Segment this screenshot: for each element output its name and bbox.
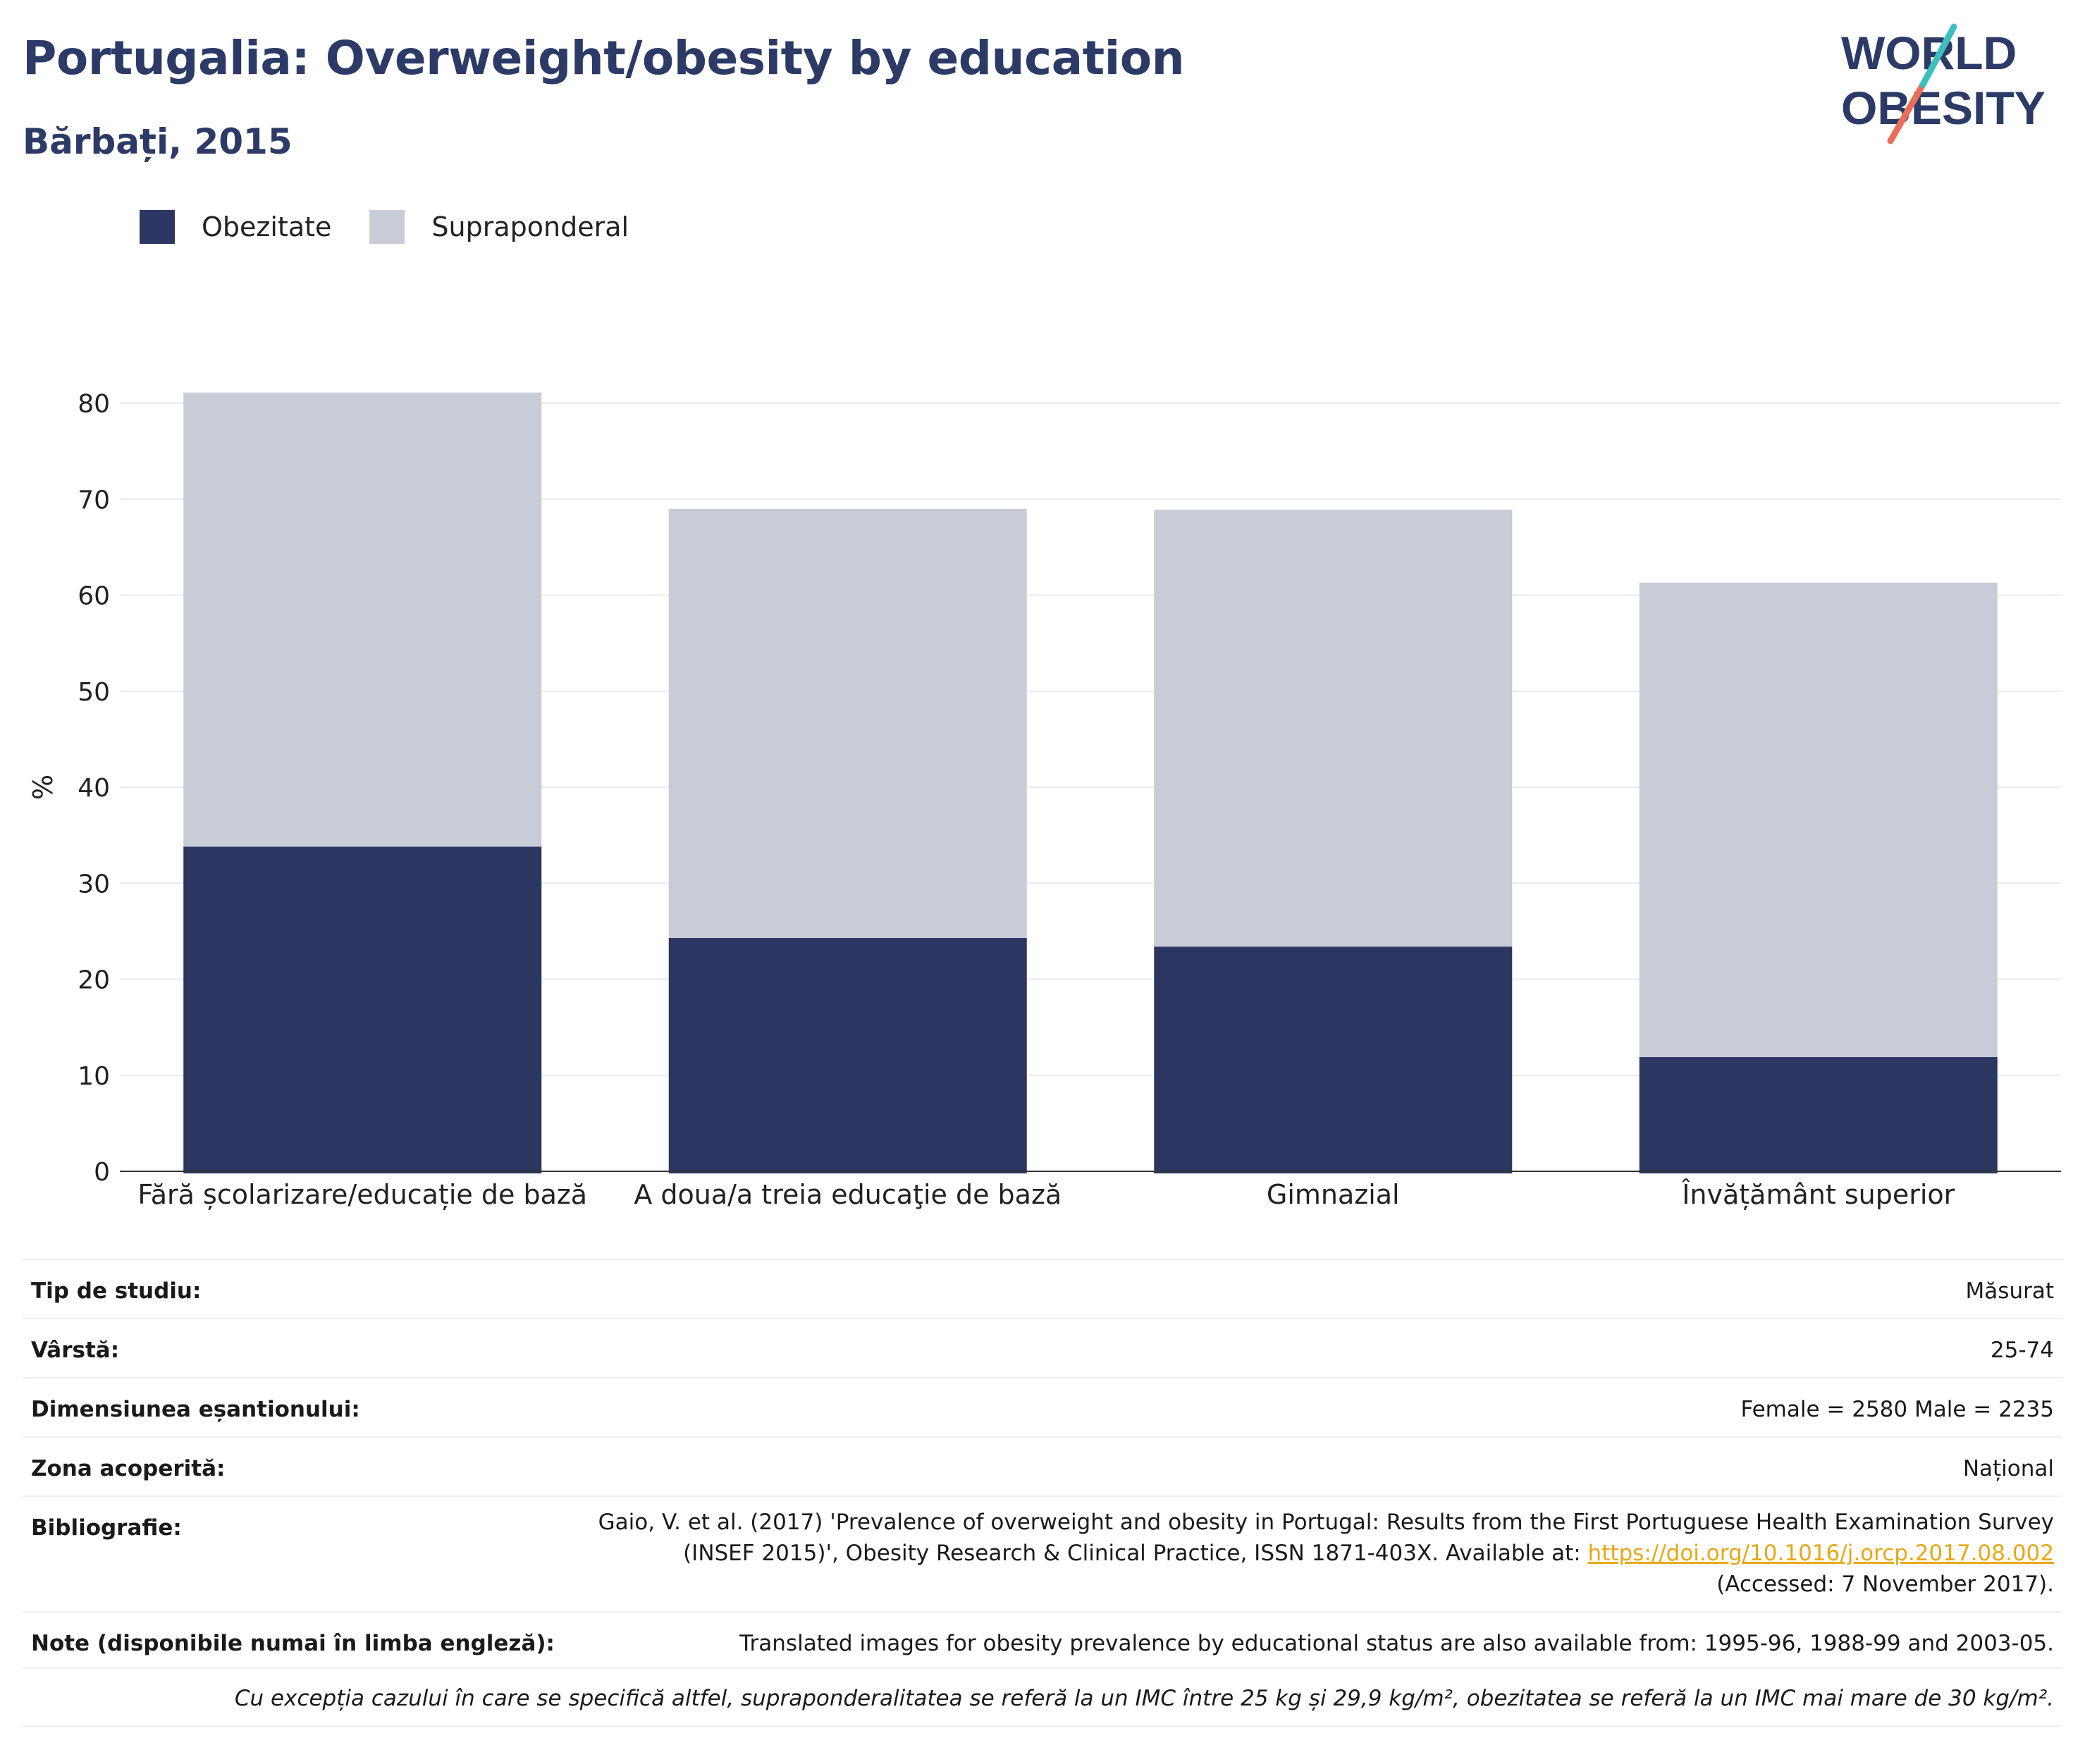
- legend-item-overweight[interactable]: Supraponderal: [369, 210, 629, 244]
- bar-overweight: [183, 393, 542, 847]
- y-tick-label: 0: [94, 1158, 110, 1187]
- biblio-doi-link[interactable]: https://doi.org/10.1016/j.orcp.2017.08.0…: [1587, 1541, 2054, 1566]
- biblio-line-3: (Accessed: 7 November 2017).: [1716, 1572, 2054, 1597]
- bar-obesity: [668, 937, 1027, 1173]
- logo-slash-teal: [1919, 23, 1957, 88]
- y-tick-label: 60: [78, 582, 110, 611]
- logo-text-obesity: OBESITY: [1841, 82, 2046, 134]
- info-label: Bibliografie:: [31, 1515, 182, 1541]
- y-axis-label: %: [27, 775, 59, 800]
- info-row-study-type: Tip de studiu: Măsurat: [23, 1259, 2062, 1318]
- info-value: Gaio, V. et al. (2017) 'Prevalence of ov…: [598, 1497, 2054, 1600]
- biblio-line-2: (INSEF 2015)', Obesity Research & Clinic…: [683, 1541, 1581, 1566]
- x-tick-label: Fără școlarizare/educație de bază: [137, 1179, 587, 1210]
- info-label: Zona acoperită:: [31, 1456, 226, 1481]
- x-tick-label: Gimnazial: [1267, 1179, 1400, 1210]
- info-table: Tip de studiu: Măsurat Vârstă: 25-74 Dim…: [23, 1259, 2062, 1727]
- page-title: Portugalia: Overweight/obesity by educat…: [23, 31, 1185, 85]
- info-row-sample-size: Dimensiunea eșantionului: Female = 2580 …: [23, 1377, 2062, 1436]
- info-label: Vârstă:: [31, 1338, 120, 1363]
- bar-obesity: [1639, 1056, 1998, 1173]
- bar-overweight: [1639, 582, 1998, 1057]
- y-tick-label: 50: [78, 678, 110, 707]
- info-label: Tip de studiu:: [31, 1278, 202, 1304]
- bar-obesity: [183, 846, 542, 1173]
- bar-chart: 0 10 20 30 40 50 60 70 80% Fără școlarizare/educa…: [27, 390, 2061, 1210]
- y-tick-label: 40: [78, 774, 110, 803]
- info-row-bibliography: Bibliografie: Gaio, V. et al. (2017) 'Pr…: [23, 1495, 2062, 1611]
- logo-slash-coral: [1887, 81, 1926, 144]
- page-subtitle: Bărbați, 2015: [23, 121, 293, 162]
- x-tick-label: Învățământ superior: [1681, 1179, 1955, 1210]
- info-label: Note (disponibile numai în limba engleză…: [31, 1631, 555, 1656]
- biblio-line-1: Gaio, V. et al. (2017) 'Prevalence of ov…: [598, 1510, 2054, 1535]
- info-row-age: Vârstă: 25-74: [23, 1318, 2062, 1377]
- info-value: Național: [1962, 1456, 2054, 1481]
- bmi-footnote: Cu excepția cazului în care se specifică…: [23, 1667, 2062, 1727]
- y-tick-label: 20: [78, 966, 110, 995]
- info-row-area: Zona acoperită: Național: [23, 1436, 2062, 1495]
- info-label: Dimensiunea eșantionului:: [31, 1397, 360, 1422]
- bar-obesity: [1154, 946, 1513, 1173]
- bar-overweight: [668, 508, 1027, 938]
- bar-overweight: [1154, 510, 1513, 947]
- world-obesity-logo: WORLD OBESITY: [1841, 23, 2046, 144]
- x-tick-label: A doua/a treia educaţie de bază: [634, 1179, 1062, 1210]
- footnote-text: Cu excepția cazului în care se specifică…: [234, 1686, 2054, 1711]
- info-value: Translated images for obesity prevalence…: [739, 1631, 2054, 1656]
- y-tick-label: 10: [78, 1062, 110, 1091]
- y-tick-label: 70: [78, 486, 110, 514]
- y-tick-label: 30: [78, 870, 110, 899]
- legend-label-overweight: Supraponderal: [431, 211, 629, 242]
- legend-label-obesity: Obezitate: [202, 211, 332, 242]
- info-row-notes: Note (disponibile numai în limba engleză…: [23, 1611, 2062, 1667]
- info-value: Female = 2580 Male = 2235: [1740, 1397, 2054, 1422]
- legend-item-obesity[interactable]: Obezitate: [140, 210, 331, 244]
- info-value: Măsurat: [1965, 1278, 2054, 1304]
- legend-swatch-obesity: [140, 210, 175, 244]
- legend-swatch-overweight: [369, 210, 405, 244]
- chart-legend: Obezitate Supraponderal: [140, 210, 667, 244]
- y-tick-label: 80: [78, 390, 110, 419]
- info-value: 25-74: [1990, 1338, 2054, 1363]
